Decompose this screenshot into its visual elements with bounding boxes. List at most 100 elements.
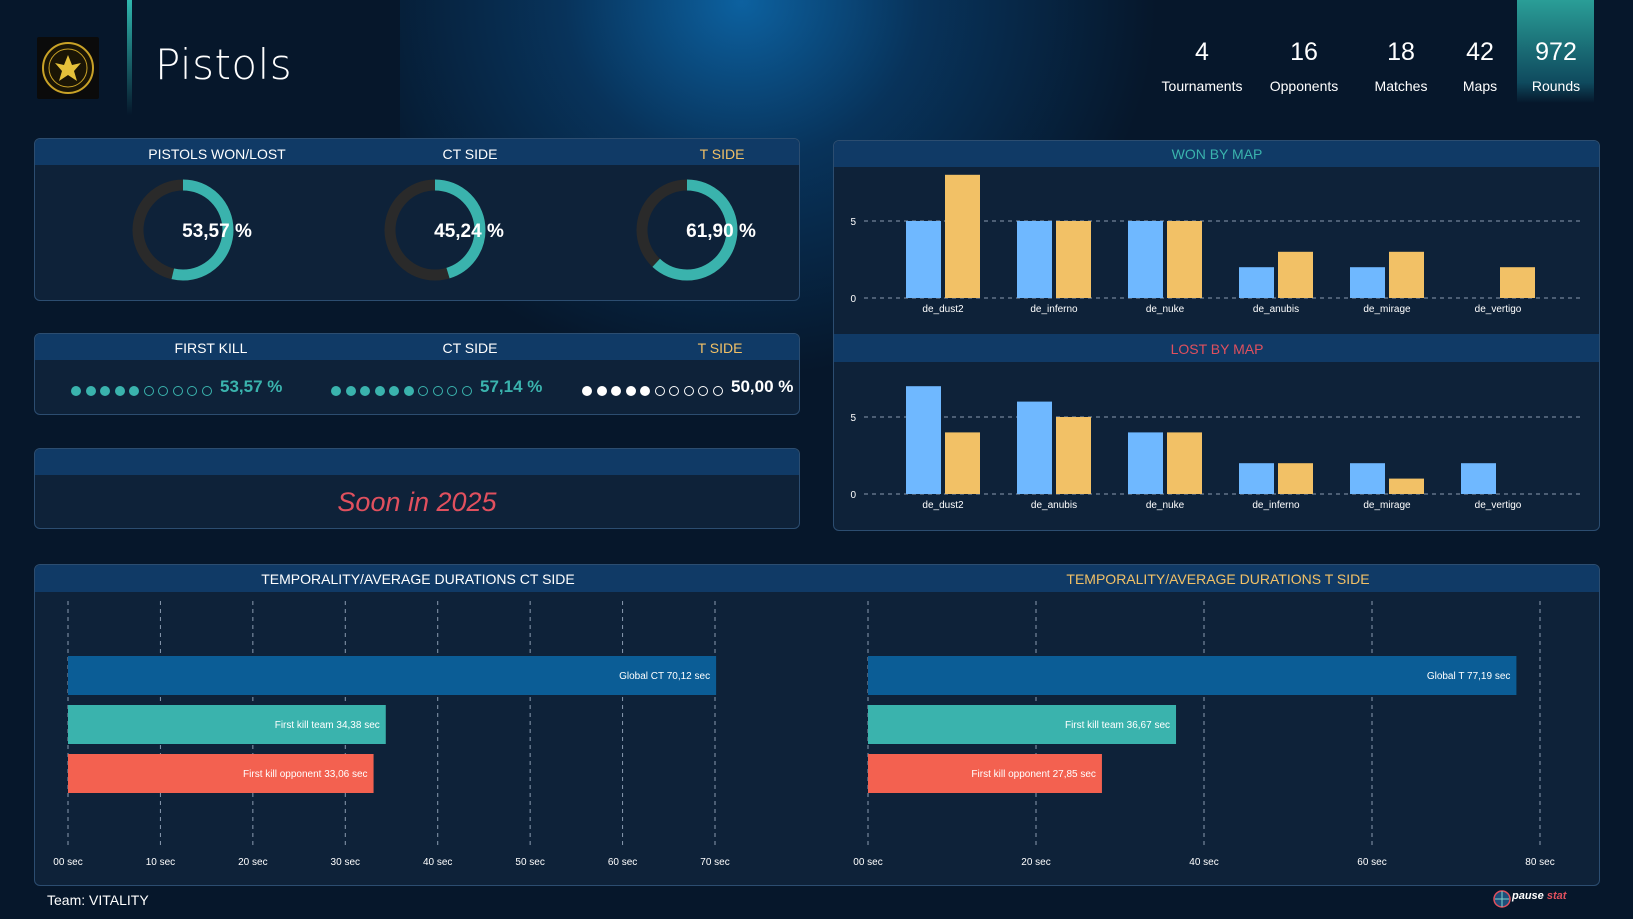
x-tick-label: de_nuke (1146, 500, 1185, 511)
temporality-panel: TEMPORALITY/AVERAGE DURATIONS CT SIDE TE… (34, 564, 1600, 886)
duration-bar (68, 705, 386, 744)
duration-bar-label: First kill opponent 33,06 sec (243, 769, 368, 780)
empty-dot (447, 386, 457, 396)
ct-side-label: CT SIDE (442, 146, 498, 162)
bar (906, 386, 941, 494)
x-tick-label: 20 sec (1021, 857, 1050, 868)
x-tick-label: de_nuke (1146, 304, 1185, 315)
duration-bar (868, 705, 1177, 744)
bar (906, 221, 941, 298)
x-tick-label: 60 sec (1357, 857, 1386, 868)
x-tick-label: de_mirage (1363, 304, 1411, 315)
filled-dot (360, 386, 370, 396)
empty-dot (418, 386, 428, 396)
duration-bar-label: First kill opponent 27,85 sec (971, 769, 1096, 780)
first-kill-percent: 53,57 % (220, 377, 283, 396)
x-tick-label: 40 sec (423, 857, 452, 868)
bar (1389, 478, 1424, 494)
bar (1128, 221, 1163, 298)
pausestat-globe-icon (1493, 890, 1511, 908)
donut-arc (384, 179, 486, 281)
duration-bar (868, 656, 1517, 695)
map-charts-svg: WON BY MAP LOST BY MAP 0 5 de_dust2 de_infe… (834, 141, 1599, 511)
stat-matches: 18 Matches (1368, 38, 1434, 94)
first-kill-dots (71, 386, 216, 396)
x-tick-label: 50 sec (515, 857, 544, 868)
filled-dot (100, 386, 110, 396)
t-durations-title: TEMPORALITY/AVERAGE DURATIONS T SIDE (1066, 571, 1369, 587)
stat-label: Rounds (1531, 78, 1581, 94)
t-durations-chart: 00 sec 20 sec 40 sec 60 sec 80 sec Global T 7… (853, 601, 1555, 868)
x-tick-label: de_vertigo (1475, 304, 1522, 315)
empty-dot (187, 386, 197, 396)
duration-bar (868, 754, 1102, 793)
filled-dot (403, 386, 414, 396)
stat-value: 16 (1290, 38, 1318, 66)
x-tick-label: 40 sec (1189, 857, 1218, 868)
bar (1017, 401, 1052, 494)
bar (1239, 463, 1274, 494)
filled-dot (625, 386, 636, 396)
x-tick-label: de_dust2 (922, 304, 964, 315)
stat-maps: 42 Maps (1458, 38, 1502, 94)
donut-arc (132, 179, 234, 281)
bar (1350, 463, 1385, 494)
won-header-bg (834, 141, 1599, 167)
y-tick-label: 0 (850, 490, 856, 501)
y-tick-label: 5 (850, 413, 856, 424)
fk-t-side-label: T SIDE (697, 340, 743, 356)
pistols-won-lost-label: PISTOLS WON/LOST (148, 146, 286, 162)
x-tick-label: de_inferno (1030, 304, 1078, 315)
filled-dot (71, 386, 81, 396)
bar (1017, 221, 1052, 298)
stat-opponents: 16 Opponents (1262, 38, 1346, 94)
x-tick-label: 00 sec (853, 857, 882, 868)
panel-header (35, 334, 799, 360)
bar (1167, 432, 1202, 494)
empty-dot (158, 386, 168, 396)
duration-bar-label: Global CT 70,12 sec (619, 671, 710, 682)
donut-charts (132, 179, 738, 281)
empty-dot (143, 386, 154, 396)
empty-dot (172, 386, 183, 396)
stat-label: Matches (1374, 78, 1428, 94)
x-tick-label: 70 sec (700, 857, 729, 868)
first-kill-label: FIRST KILL (174, 340, 248, 356)
stat-label: Maps (1462, 78, 1498, 94)
fk-t-percent: 50,00 % (731, 377, 794, 396)
empty-dot (432, 386, 443, 396)
stat-value: 42 (1466, 38, 1494, 66)
empty-dot (654, 386, 665, 396)
x-tick-label: 00 sec (53, 857, 82, 868)
filled-dot (114, 386, 125, 396)
x-tick-label: de_dust2 (922, 500, 964, 511)
bar (1350, 267, 1385, 298)
panel-header (35, 139, 799, 165)
bar (945, 432, 980, 494)
lost-header-bg (834, 334, 1599, 362)
rounds-highlight (1517, 0, 1594, 103)
x-tick-label: 60 sec (608, 857, 637, 868)
panel-header (35, 449, 799, 475)
x-tick-label: 20 sec (238, 857, 267, 868)
page-title: Pistols (155, 40, 293, 89)
soon-panel: Soon in 2025 (34, 448, 800, 529)
empty-dot (461, 386, 472, 396)
bar (945, 174, 980, 298)
pistols-panel: PISTOLS WON/LOST CT SIDE T SIDE 53,57 % … (34, 138, 800, 301)
bar (1056, 221, 1091, 298)
filled-dot (640, 386, 650, 396)
t-side-label: T SIDE (699, 146, 745, 162)
won-by-map-chart: 0 5 de_dust2 de_inferno de_nuke de_anubis de_m… (850, 174, 1584, 315)
filled-dot (129, 386, 139, 396)
bar (1239, 267, 1274, 298)
empty-dot (201, 386, 212, 396)
t-side-percent: 61,90 % (686, 221, 756, 242)
bar (1389, 251, 1424, 298)
duration-bar-label: First kill team 34,38 sec (275, 720, 380, 731)
ct-side-percent: 45,24 % (434, 221, 504, 242)
bar (1167, 221, 1202, 298)
title-accent-bar (127, 0, 132, 115)
empty-dot (669, 386, 679, 396)
soon-text: Soon in 2025 (337, 487, 497, 517)
